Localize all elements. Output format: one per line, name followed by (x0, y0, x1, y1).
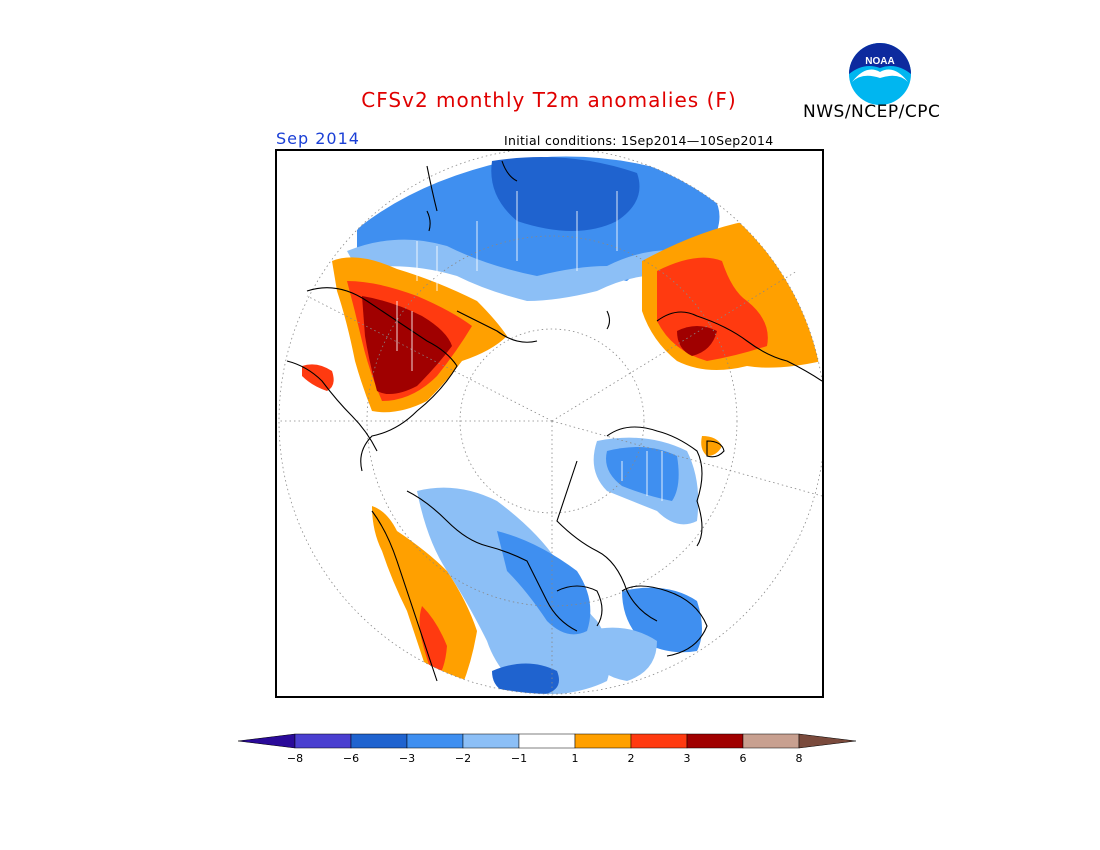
colorbar-tick-label: −2 (455, 752, 471, 765)
colorbar-tick-label: 6 (740, 752, 747, 765)
hatching (396, 191, 663, 501)
colorbar-tick-label: −3 (399, 752, 415, 765)
agency-label: NWS/NCEP/CPC (803, 102, 941, 122)
colorbar-swatch (518, 733, 576, 749)
colorbar-swatch (406, 733, 464, 749)
colorbar-swatch (462, 733, 520, 749)
map-title: CFSv2 monthly T2m anomalies (F) (361, 88, 737, 112)
noaa-logo-text: NOAA (865, 56, 894, 67)
colorbar-swatch (742, 733, 800, 749)
colorbar-extend-high (798, 733, 857, 749)
valid-month-label: Sep 2014 (276, 129, 360, 148)
initial-conditions-label: Initial conditions: 1Sep2014—10Sep2014 (504, 133, 774, 148)
colorbar-tick-label: 8 (796, 752, 803, 765)
anomaly-region-western-north-america-hot (419, 606, 447, 681)
lat-lon-grid (278, 151, 822, 696)
anomaly-region-north-pacific-cold (417, 487, 611, 694)
colorbar-swatch (294, 733, 352, 749)
colorbar-tick-label: 3 (684, 752, 691, 765)
anomaly-region-north-atlantic-strong-cold (491, 157, 640, 231)
colorbar-extend-low (238, 733, 296, 749)
anomaly-region-north-america-cold (497, 531, 591, 635)
polar-map-canvas (278, 151, 822, 696)
colorbar-swatch (350, 733, 408, 749)
anomaly-region-east-siberia-very-hot (677, 326, 717, 356)
anomaly-region-canadian-arctic-colder (606, 447, 679, 501)
anomaly-region-eastern-canada-cold (587, 627, 657, 681)
colorbar-tick-label: −8 (287, 752, 303, 765)
colorbar-swatch (630, 733, 688, 749)
anomaly-region-northern-europe-very-hot (362, 296, 452, 395)
anomaly-region-north-atlantic-weak-cold (347, 239, 687, 301)
colorbar-legend: −8 −6 −3 −2 −1 1 2 3 6 8 (238, 733, 857, 765)
colorbar-swatch (686, 733, 744, 749)
colorbar-tick-label: 1 (572, 752, 579, 765)
anomaly-region-western-north-america-warm (372, 506, 477, 687)
polar-map (275, 149, 824, 698)
anomaly-region-alaska-warm (701, 436, 722, 456)
colorbar-swatch (574, 733, 632, 749)
colorbar-tick-label: 2 (628, 752, 635, 765)
anomaly-region-atlantic-cold (492, 663, 559, 694)
coastlines (286, 160, 822, 682)
colorbar-tick-label: −1 (511, 752, 527, 765)
noaa-logo-icon: NOAA (848, 42, 912, 106)
colorbar-tick-label: −6 (343, 752, 359, 765)
